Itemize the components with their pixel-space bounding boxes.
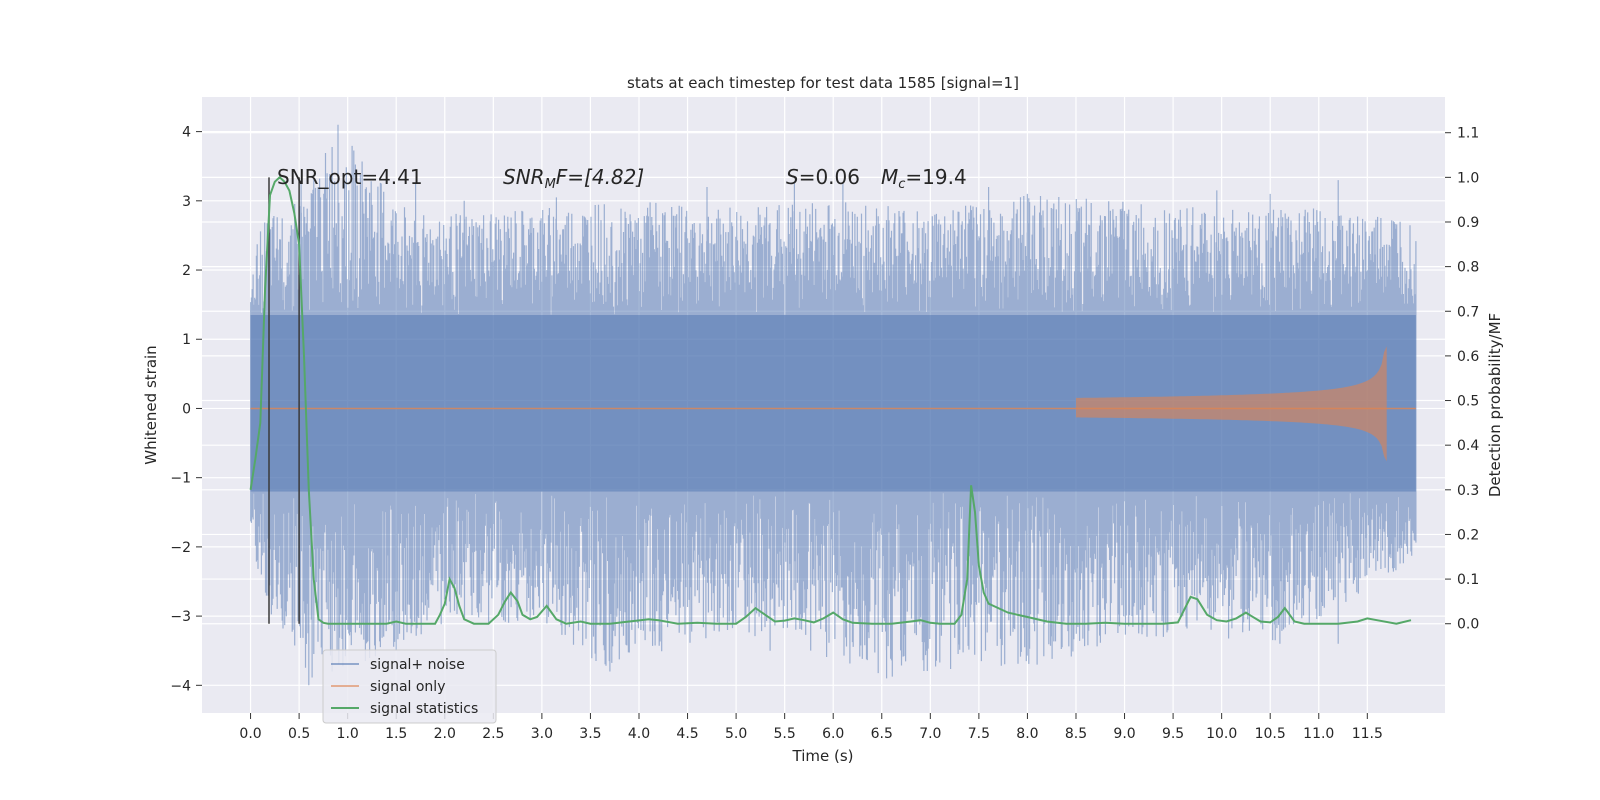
- x-tick-label: 5.5: [774, 726, 796, 742]
- y2-tick-label: 0.2: [1457, 527, 1479, 543]
- y-tick-label: −2: [170, 540, 191, 556]
- y2-tick-label: 0.8: [1457, 260, 1479, 276]
- x-tick-label: 1.0: [337, 726, 359, 742]
- y2-tick-label: 1.0: [1457, 170, 1479, 186]
- signal-statistics-line: [249, 175, 1412, 625]
- annotation-snr-mf: SNRMF=[4.82]: [503, 165, 644, 192]
- y-tick-label: 3: [182, 194, 191, 210]
- signal-only-series: [250, 346, 1416, 462]
- legend-label-signal-only: signal only: [370, 679, 445, 695]
- y-tick-label: −3: [170, 609, 191, 625]
- x-tick-label: 10.0: [1206, 726, 1237, 742]
- y2-tick-label: 0.1: [1457, 572, 1479, 588]
- x-tick-label: 2.5: [482, 726, 504, 742]
- y2-tick-label: 0.5: [1457, 394, 1479, 410]
- y-tick-label: 1: [182, 332, 191, 348]
- x-tick-label: 4.5: [676, 726, 698, 742]
- y2-tick-label: 0.3: [1457, 483, 1479, 499]
- y-tick-label: 4: [182, 125, 191, 141]
- x-tick-label: 0.0: [239, 726, 261, 742]
- x-tick-label: 5.0: [725, 726, 747, 742]
- x-tick-label: 2.0: [434, 726, 456, 742]
- y2-tick-label: 0.6: [1457, 349, 1479, 365]
- x-tick-label: 3.5: [579, 726, 601, 742]
- x-tick-label: 6.5: [871, 726, 893, 742]
- x-tick-label: 7.5: [968, 726, 990, 742]
- x-tick-label: 6.0: [822, 726, 844, 742]
- chart-title: stats at each timestep for test data 158…: [627, 74, 1019, 92]
- legend: signal+ noise signal only signal statist…: [322, 649, 497, 724]
- x-tick-label: 10.5: [1255, 726, 1286, 742]
- signal-only-chirp: [1076, 346, 1387, 462]
- annotation-snr-opt: SNR_opt=4.41: [277, 165, 423, 189]
- y2-tick-label: 0.9: [1457, 215, 1479, 231]
- x-tick-label: 3.0: [531, 726, 553, 742]
- x-tick-label: 7.0: [919, 726, 941, 742]
- y2-tick-label: 0.4: [1457, 438, 1479, 454]
- legend-box: [322, 649, 497, 724]
- x-tick-label: 9.5: [1162, 726, 1184, 742]
- legend-label-signal-plus-noise: signal+ noise: [370, 657, 465, 673]
- y2-tick-label: 0.7: [1457, 304, 1479, 320]
- annotation-s: S=0.06: [786, 165, 860, 189]
- x-tick-label: 8.5: [1065, 726, 1087, 742]
- annotation-mc: Mc=19.4: [881, 165, 967, 192]
- x-axis-label: Time (s): [792, 747, 854, 765]
- x-tick-label: 11.0: [1303, 726, 1334, 742]
- y-tick-label: −4: [170, 678, 191, 694]
- signal-statistics-series: [249, 175, 1412, 625]
- y2-axis-label: Detection probability/MF: [1486, 313, 1504, 497]
- x-tick-label: 4.0: [628, 726, 650, 742]
- x-tick-label: 9.0: [1113, 726, 1135, 742]
- axis-ticks: 0.0 0.5 1.0 1.5 2.0 2.5 3.0 3.5 4.0 4.5 5.0 5.5 6.0 6…: [170, 125, 1479, 742]
- y-axis-label: Whitened strain: [142, 345, 160, 464]
- noise-trace: [250, 124, 1417, 686]
- y-tick-label: 0: [182, 401, 191, 417]
- y-tick-label: −1: [170, 471, 191, 487]
- y2-tick-label: 1.1: [1457, 126, 1479, 142]
- x-tick-label: 0.5: [288, 726, 310, 742]
- y2-tick-label: 0.0: [1457, 617, 1479, 633]
- legend-label-signal-statistics: signal statistics: [370, 701, 478, 717]
- y-tick-label: 2: [182, 263, 191, 279]
- x-tick-label: 8.0: [1016, 726, 1038, 742]
- x-tick-label: 11.5: [1352, 726, 1383, 742]
- x-tick-label: 1.5: [385, 726, 407, 742]
